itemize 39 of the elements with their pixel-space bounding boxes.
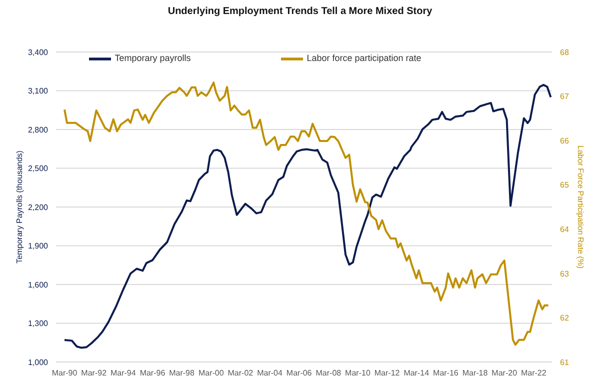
y2-tick-label: 67 — [560, 92, 570, 102]
x-tick-label: Mar-02 — [228, 368, 254, 378]
y2-tick-label: 65 — [560, 180, 570, 190]
y-tick-label: 2,500 — [28, 164, 49, 174]
y2-tick-label: 68 — [560, 48, 570, 57]
y2-tick-label: 64 — [560, 224, 570, 234]
y-tick-label: 1,000 — [28, 358, 49, 367]
x-tick-label: Mar-94 — [110, 368, 136, 378]
x-tick-label: Mar-10 — [345, 368, 371, 378]
y-tick-label: 3,400 — [28, 48, 49, 57]
x-tick-label: Mar-04 — [257, 368, 283, 378]
y-tick-label: 2,800 — [28, 125, 49, 134]
y-tick-label: 1,900 — [28, 242, 49, 251]
y-tick-label: 3,100 — [28, 86, 49, 96]
x-tick-label: Mar-98 — [169, 368, 196, 378]
x-tick-label: Mar-22 — [520, 368, 547, 378]
legend-label: Temporary payrolls — [114, 53, 191, 64]
x-tick-label: Mar-14 — [404, 368, 430, 378]
legend-label: Labor force participation rate — [306, 53, 422, 64]
x-tick-label: Mar-12 — [374, 368, 400, 378]
x-tick-label: Mar-90 — [52, 368, 78, 378]
x-tick-label: Mar-92 — [81, 368, 108, 378]
x-tick-label: Mar-16 — [433, 368, 459, 378]
x-tick-label: Mar-00 — [198, 368, 224, 378]
y-tick-label: 1,600 — [28, 280, 49, 290]
y-axis-title: Temporary Payrolls (thousands) — [14, 150, 24, 264]
y2-tick-label: 63 — [560, 269, 570, 278]
x-tick-label: Mar-18 — [462, 368, 488, 378]
y2-tick-label: 62 — [560, 314, 570, 323]
x-tick-label: Mar-20 — [492, 368, 518, 378]
y-tick-label: 1,300 — [28, 319, 49, 328]
y2-tick-label: 61 — [560, 358, 570, 367]
chart-title: Underlying Employment Trends Tell a More Mixed Story — [166, 6, 434, 17]
x-tick-label: Mar-06 — [286, 368, 312, 378]
x-tick-label: Mar-08 — [316, 368, 342, 378]
y2-tick-label: 66 — [560, 136, 570, 146]
y-tick-label: 2,200 — [28, 202, 49, 212]
y2-axis-title: Labor Force Participation Rate (%) — [576, 145, 586, 269]
x-tick-label: Mar-96 — [140, 368, 166, 378]
